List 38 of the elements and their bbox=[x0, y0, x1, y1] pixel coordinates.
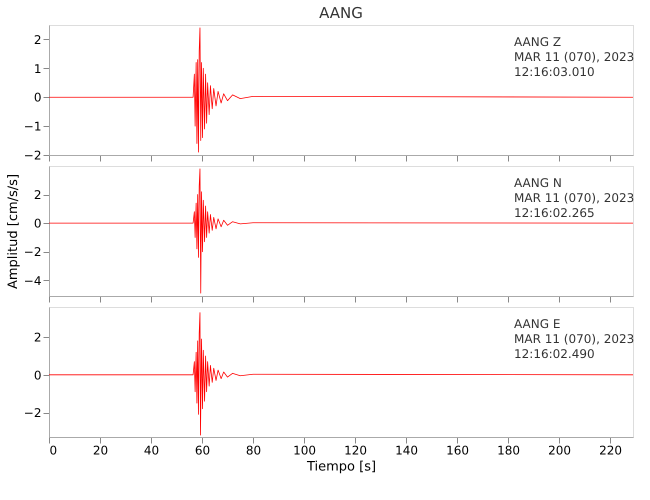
y-tick-label: −1 bbox=[24, 120, 42, 134]
annotation: AANG Z bbox=[514, 35, 562, 49]
line-series bbox=[49, 27, 633, 153]
x-tick-label: 180 bbox=[497, 444, 520, 458]
chart-title: AANG bbox=[319, 4, 363, 22]
annotation: MAR 11 (070), 2023 bbox=[514, 191, 634, 205]
line-series bbox=[49, 168, 633, 294]
x-tick-label: 60 bbox=[194, 444, 210, 458]
y-tick-label: −2 bbox=[24, 245, 42, 260]
annotation: MAR 11 (070), 2023 bbox=[514, 332, 634, 346]
y-tick-label: 0 bbox=[34, 368, 42, 382]
x-tick-label: 20 bbox=[92, 444, 108, 458]
x-tick-label: 80 bbox=[246, 444, 262, 458]
y-axis-title: Amplitud [cm/s/s] bbox=[6, 174, 21, 290]
y-tick-label: 2 bbox=[34, 32, 42, 47]
annotation: AANG N bbox=[514, 176, 562, 190]
x-tick-label: 100 bbox=[293, 444, 316, 458]
y-tick-label: 0 bbox=[34, 90, 42, 105]
annotation: 12:16:03.010 bbox=[514, 65, 595, 79]
annotation: MAR 11 (070), 2023 bbox=[514, 50, 634, 64]
x-tick-label: 140 bbox=[395, 444, 418, 458]
y-tick-label: −2 bbox=[24, 148, 42, 162]
x-tick-label: 120 bbox=[344, 444, 367, 458]
annotation: 12:16:02.490 bbox=[514, 347, 595, 361]
y-tick-label: 2 bbox=[34, 188, 42, 202]
annotation: 12:16:02.265 bbox=[514, 206, 595, 220]
y-tick-label: 0 bbox=[34, 216, 42, 231]
x-tick-label: 220 bbox=[599, 444, 622, 458]
y-tick-label: −4 bbox=[24, 274, 42, 288]
x-axis-title: Tiempo [s] bbox=[306, 460, 376, 474]
y-tick-label: 1 bbox=[34, 62, 42, 76]
x-tick-label: 160 bbox=[446, 444, 469, 458]
annotation: AANG E bbox=[514, 317, 560, 331]
x-tick-label: 40 bbox=[144, 444, 160, 458]
y-tick-label: 2 bbox=[34, 330, 42, 345]
x-tick-label: 0 bbox=[50, 444, 58, 458]
x-tick-label: 200 bbox=[548, 444, 571, 458]
y-tick-label: −2 bbox=[24, 406, 42, 420]
